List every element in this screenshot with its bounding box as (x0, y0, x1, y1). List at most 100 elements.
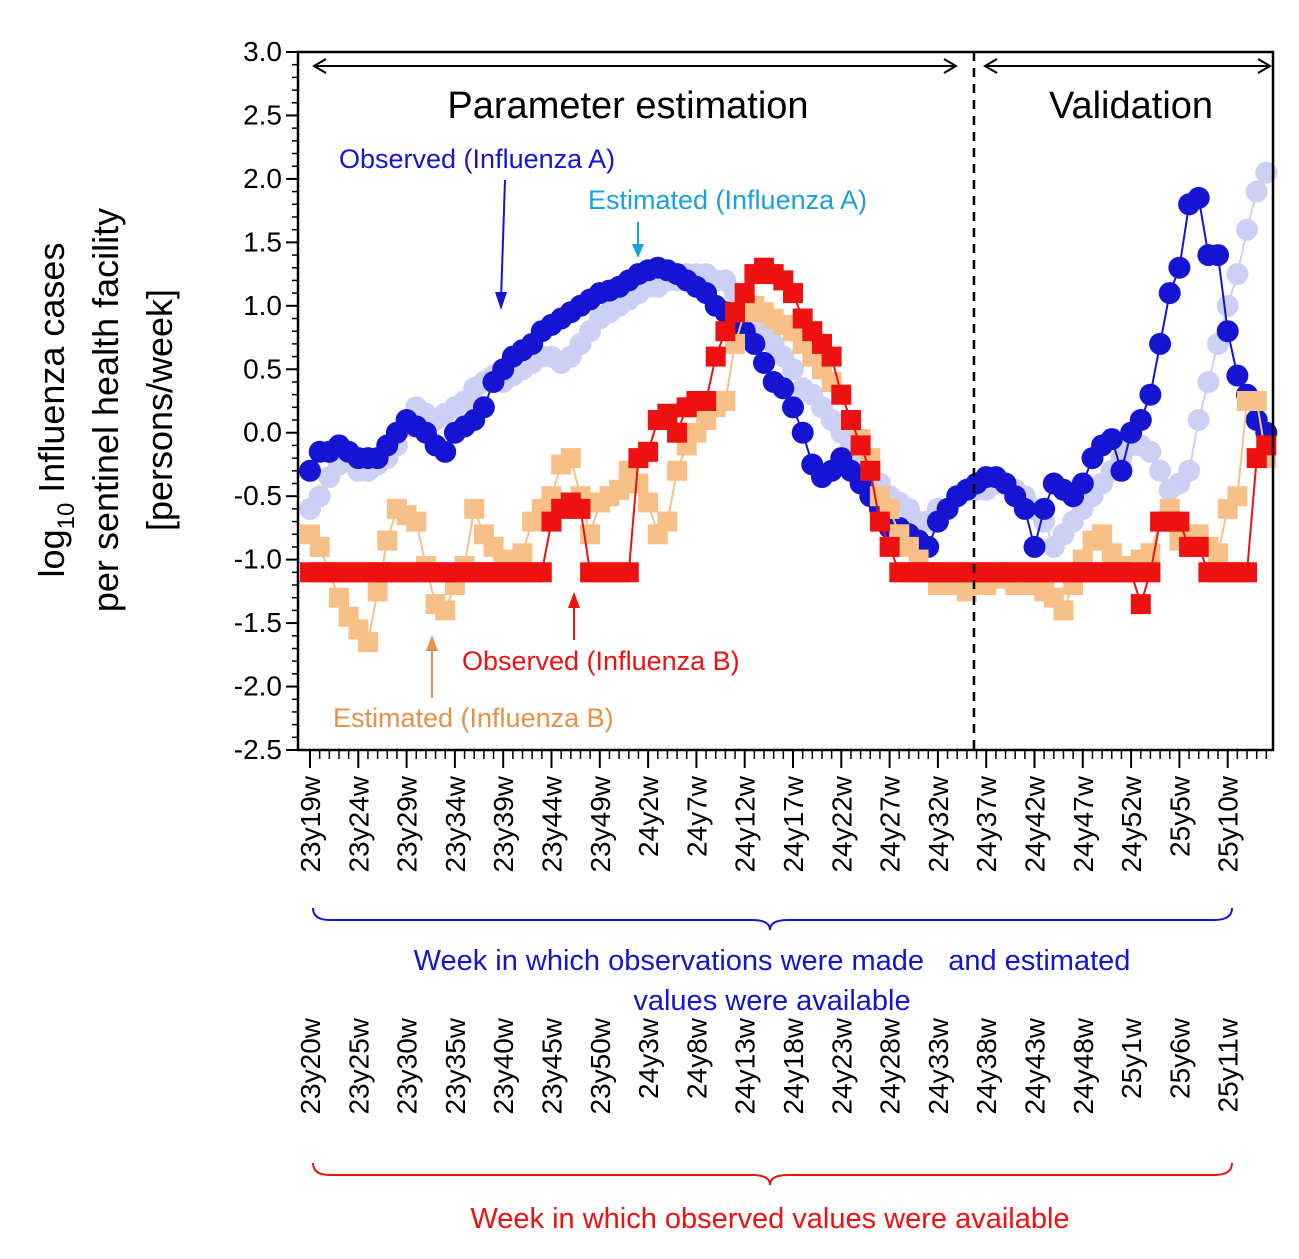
caption-observation-weeks-line2: values were available (633, 985, 910, 1017)
data-point-obs_b (869, 511, 890, 532)
data-point-obs_b (667, 422, 688, 443)
series-obs_b (300, 257, 1277, 615)
x-tick-label-observation: 23y24w (343, 775, 374, 872)
data-point-obs_b (860, 460, 881, 481)
data-point-est_b (657, 511, 678, 532)
x-tick-label-validation: 25y11w (1213, 1017, 1244, 1112)
x-tick-label-observation: 25y10w (1213, 775, 1244, 872)
annotation-estimated-b: Estimated (Influenza B) (333, 703, 614, 733)
data-point-obs_a (1110, 459, 1133, 482)
x-tick-label-observation: 24y22w (826, 775, 857, 872)
x-tick-label-validation: 24y43w (1020, 1017, 1051, 1114)
y-tick-label: 0.0 (243, 417, 282, 448)
arrow-observed-b (568, 592, 580, 640)
y-tick-label: 1.5 (243, 226, 282, 257)
data-point-obs_a (1158, 282, 1181, 305)
data-point-est_a (1197, 371, 1220, 393)
y-tick-label: 2.0 (243, 163, 282, 194)
data-point-obs_a (1100, 428, 1123, 451)
y-tick-label: 1.0 (243, 290, 282, 321)
data-point-obs_b (570, 498, 591, 519)
region-validation-label: Validation (1049, 85, 1213, 127)
data-point-est_b (1101, 543, 1122, 564)
data-point-est_a (1139, 440, 1162, 463)
data-point-est_b (638, 492, 659, 513)
data-point-est_a (1216, 294, 1239, 317)
series-layer (299, 161, 1278, 653)
x-tick-label-observation: 23y19w (295, 775, 326, 872)
x-tick-label-validation: 23y20w (295, 1017, 326, 1114)
x-tick-label-observation: 23y29w (392, 775, 423, 872)
data-point-est_b (406, 511, 427, 532)
caption-observation-weeks-line1: Week in which observations were made and… (414, 945, 1131, 977)
data-point-est_b (1140, 543, 1161, 564)
data-point-est_b (435, 600, 456, 621)
brace-validation-weeks (312, 1162, 1233, 1186)
y-tick-label: -2.0 (234, 671, 282, 702)
data-point-obs_b (1140, 562, 1161, 583)
data-point-obs_b (1188, 536, 1209, 557)
data-point-obs_b (638, 441, 659, 462)
data-point-obs_a (1139, 383, 1162, 406)
annotation-observed-a: Observed (Influenza A) (339, 144, 615, 174)
x-tick-label-validation: 23y40w (488, 1017, 519, 1114)
data-point-est_b (377, 530, 398, 551)
data-point-obs_a (472, 396, 495, 419)
region-estimation-label: Parameter estimation (447, 85, 808, 127)
x-tick-label-validation: 24y8w (681, 1017, 712, 1099)
y-tick-label: 3.0 (243, 36, 282, 67)
data-point-est_b (667, 460, 688, 481)
data-point-est_a (1178, 459, 1201, 482)
data-point-obs_a (753, 351, 775, 374)
x-tick-label-validation: 23y25w (343, 1017, 374, 1114)
data-point-obs_b (657, 403, 678, 424)
x-tick-label-observation: 24y7w (681, 775, 712, 857)
data-point-obs_a (743, 332, 766, 355)
data-point-obs_a (1187, 186, 1210, 209)
data-point-obs_b (696, 391, 717, 411)
data-point-est_b (309, 536, 330, 557)
data-point-est_a (782, 358, 804, 381)
data-point-est_b (1246, 391, 1267, 411)
annotation-observed-b: Observed (Influenza B) (462, 646, 740, 676)
data-point-est_b (367, 581, 388, 602)
data-point-obs_b (850, 435, 871, 456)
x-tick-label-observation: 24y42w (1020, 775, 1051, 872)
arrow-observed-a (495, 179, 507, 310)
validation-arrow (983, 58, 1272, 74)
x-tick-label-validation: 23y30w (392, 1017, 423, 1114)
data-point-obs_b (715, 321, 736, 342)
data-point-obs_a (1168, 256, 1191, 279)
data-point-est_b (464, 498, 485, 519)
x-tick-label-validation: 24y28w (875, 1017, 906, 1114)
series-est_a (299, 161, 1278, 558)
arrow-estimated-b (426, 635, 438, 698)
data-point-obs_a (782, 396, 804, 419)
x-tick-label-observation: 24y12w (730, 775, 761, 872)
data-point-obs_b (1256, 435, 1277, 456)
data-point-est_a (1187, 409, 1210, 431)
x-tick-label-observation: 23y34w (440, 775, 471, 872)
data-point-est_b (358, 632, 378, 653)
data-point-obs_b (1237, 562, 1257, 583)
data-point-est_b (329, 587, 349, 608)
x-tick-label-validation: 24y13w (730, 1017, 761, 1114)
x-tick-label-observation: 24y17w (778, 775, 809, 872)
y-axis-title-line1: log10 Influenza cases (31, 243, 80, 578)
x-tick-label-validation: 25y1w (1116, 1017, 1147, 1099)
y-tick-label: -2.5 (234, 734, 282, 765)
y-tick-label: 0.5 (243, 353, 282, 384)
data-point-est_b (609, 479, 630, 500)
data-point-obs_a (791, 421, 814, 444)
x-tick-label-validation: 24y18w (778, 1017, 809, 1114)
data-point-obs_b (783, 283, 803, 304)
brace-observation-weeks (312, 907, 1233, 931)
data-point-obs_a (1207, 244, 1229, 267)
y-tick-label: -1.5 (234, 607, 282, 638)
data-point-obs_a (1071, 472, 1094, 495)
data-point-obs_b (821, 346, 842, 367)
data-point-obs_b (1121, 562, 1142, 583)
y-axis-title-line3: [persons/week] (139, 289, 180, 531)
data-point-obs_a (772, 377, 795, 400)
